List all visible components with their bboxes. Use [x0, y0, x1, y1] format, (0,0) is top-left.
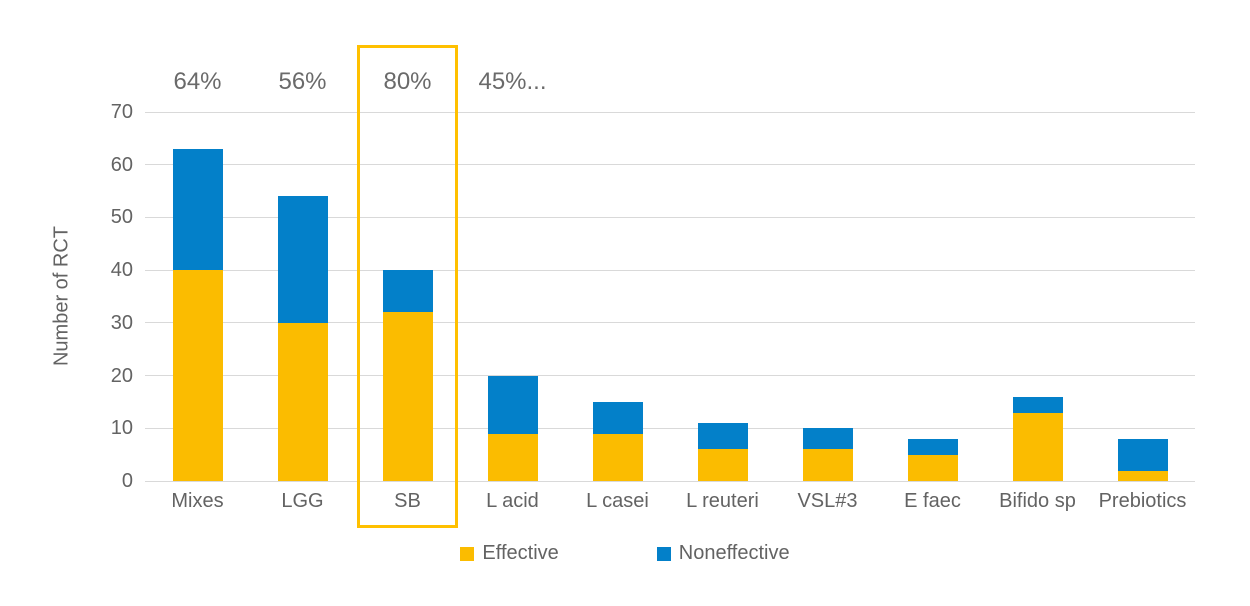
segment-noneffective [172, 148, 223, 271]
effective-swatch-icon [460, 546, 475, 561]
sb-highlight-rect [357, 45, 458, 528]
x-axis-label: Prebiotics [1098, 490, 1187, 512]
stacked-bar [382, 270, 433, 481]
x-axis-label: Mixes [171, 490, 224, 512]
segment-effective [802, 449, 853, 481]
x-axis-label: VSL#3 [797, 490, 858, 512]
x-axis-label: SB [394, 490, 421, 512]
segment-effective [1117, 470, 1168, 481]
gridline [145, 322, 1195, 324]
bar-column-l-reuteri [670, 112, 775, 481]
gridline [145, 480, 1195, 482]
segment-effective [592, 433, 643, 481]
x-axis-labels: Mixes LGG SB L acid L casei L reuteri VSL#3 E f… [145, 488, 1195, 514]
legend: Effective Noneffective [0, 542, 1250, 565]
bar-column-lgg [250, 112, 355, 481]
y-tick-label: 40 [110, 259, 133, 282]
percent-label-empty [670, 68, 775, 96]
segment-noneffective [697, 423, 748, 450]
x-axis-label: L acid [486, 490, 539, 512]
segment-noneffective [487, 375, 538, 434]
x-axis-label: Bifido sp [999, 490, 1076, 512]
percent-label: 64% [173, 68, 222, 95]
legend-item-noneffective: Noneffective [656, 542, 790, 565]
percent-label: 80% [383, 68, 432, 95]
percent-label: 56% [278, 68, 327, 95]
segment-noneffective [382, 270, 433, 313]
segment-noneffective [907, 438, 958, 455]
y-tick-label: 50 [110, 206, 133, 229]
bar-column-sb [355, 112, 460, 481]
y-tick-label: 30 [110, 311, 133, 334]
segment-effective [382, 312, 433, 481]
segment-effective [487, 433, 538, 481]
stacked-bar [697, 423, 748, 481]
stacked-bar [172, 148, 223, 481]
bar-column-mixes [145, 112, 250, 481]
legend-label-noneffective: Noneffective [678, 542, 790, 564]
percent-label-empty [1090, 68, 1195, 96]
segment-effective [907, 454, 958, 481]
x-axis-label: LGG [281, 490, 324, 512]
gridline [145, 375, 1195, 377]
percent-labels-row: 64% 56% 80% 45%... [145, 68, 1195, 96]
gridline [145, 269, 1195, 271]
legend-label-effective: Effective [482, 542, 559, 564]
bar-column-e-faec [880, 112, 985, 481]
stacked-bar [802, 428, 853, 481]
percent-label: 45%... [478, 68, 547, 95]
segment-effective [1012, 412, 1063, 481]
y-tick-label: 60 [110, 153, 133, 176]
stacked-bar [592, 402, 643, 481]
segment-effective [697, 449, 748, 481]
x-axis-label: L casei [586, 490, 649, 512]
percent-label-empty [775, 68, 880, 96]
segment-effective [277, 322, 328, 481]
legend-item-effective: Effective [460, 542, 559, 565]
stacked-bar [1012, 396, 1063, 481]
gridline [145, 111, 1195, 113]
bar-column-prebiotics [1090, 112, 1195, 481]
noneffective-swatch-icon [656, 546, 671, 561]
gridline [145, 216, 1195, 218]
x-axis-label: L reuteri [686, 490, 759, 512]
stacked-bar [1117, 438, 1168, 481]
stacked-bar [907, 438, 958, 481]
segment-noneffective [1117, 438, 1168, 471]
bar-column-l-casei [565, 112, 670, 481]
segment-effective [172, 270, 223, 481]
segment-noneffective [277, 196, 328, 323]
bar-column-vsl-3 [775, 112, 880, 481]
percent-label-empty [985, 68, 1090, 96]
bar-column-l-acid [460, 112, 565, 481]
y-tick-label: 0 [121, 470, 133, 492]
segment-noneffective [592, 402, 643, 434]
stacked-bar [487, 375, 538, 481]
x-axis-label: E faec [904, 490, 961, 512]
stacked-bar [277, 196, 328, 481]
percent-label-empty [880, 68, 985, 96]
gridline [145, 164, 1195, 166]
y-tick-label: 20 [110, 364, 133, 387]
gridline [145, 427, 1195, 429]
segment-noneffective [1012, 396, 1063, 413]
bar-column-bifido-sp [985, 112, 1090, 481]
y-tick-label: 70 [110, 101, 133, 123]
percent-label-empty [565, 68, 670, 96]
plot-area [145, 111, 1195, 482]
segment-noneffective [802, 428, 853, 450]
y-tick-label: 10 [110, 417, 133, 440]
